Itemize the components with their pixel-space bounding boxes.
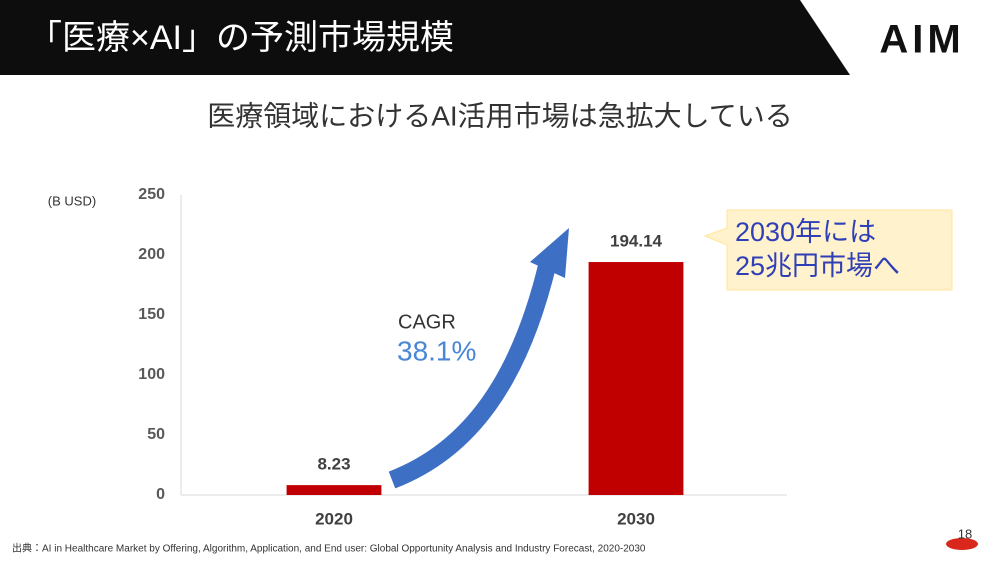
arrow-head — [530, 228, 569, 278]
bar — [588, 262, 684, 495]
source-note: 出典：AI in Healthcare Market by Offering, … — [12, 542, 646, 555]
cagr-value: 38.1% — [397, 335, 476, 366]
y-axis-label: (B USD) — [48, 193, 96, 208]
cagr-label: CAGR — [398, 311, 456, 333]
subtitle: 医療領域におけるAI活用市場は急拡大している — [207, 100, 793, 131]
x-tick-label: 2020 — [315, 509, 353, 528]
y-tick-label: 200 — [138, 246, 165, 263]
page-number: 18 — [958, 526, 972, 541]
callout-text: 2030年には — [735, 217, 876, 247]
y-tick-label: 50 — [147, 426, 165, 443]
y-tick-label: 100 — [138, 366, 165, 383]
slide-title: 「医療×AI」の予測市場規模 — [28, 19, 454, 57]
y-tick-label: 250 — [138, 186, 165, 203]
page-mark — [946, 538, 978, 550]
y-tick-label: 0 — [156, 486, 165, 503]
y-tick-label: 150 — [138, 306, 165, 323]
x-tick-label: 2030 — [617, 509, 655, 528]
value-label: 194.14 — [610, 232, 663, 251]
bar — [286, 485, 382, 495]
callout-text: 25兆円市場へ — [735, 251, 900, 281]
value-label: 8.23 — [317, 455, 350, 474]
growth-arrow — [388, 259, 557, 489]
header-band — [0, 0, 850, 75]
callout-box — [703, 209, 953, 291]
logo: AIM — [879, 18, 964, 62]
